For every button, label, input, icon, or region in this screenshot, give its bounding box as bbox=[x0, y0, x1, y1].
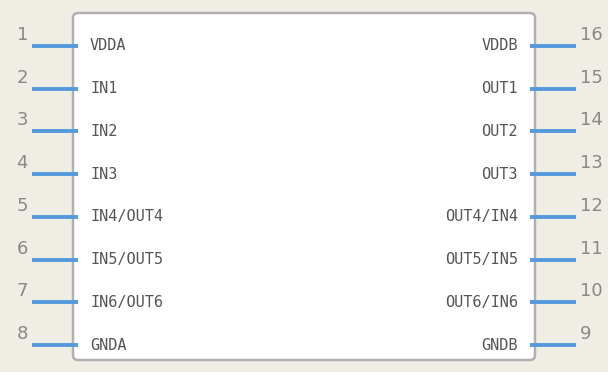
Text: OUT2: OUT2 bbox=[482, 124, 518, 139]
Text: GNDB: GNDB bbox=[482, 337, 518, 353]
Text: GNDA: GNDA bbox=[90, 337, 126, 353]
Text: 13: 13 bbox=[580, 154, 603, 172]
Text: OUT6/IN6: OUT6/IN6 bbox=[445, 295, 518, 310]
Text: 2: 2 bbox=[16, 69, 28, 87]
Text: 12: 12 bbox=[580, 197, 603, 215]
Text: 11: 11 bbox=[580, 240, 603, 257]
Text: IN5/OUT5: IN5/OUT5 bbox=[90, 252, 163, 267]
Text: OUT1: OUT1 bbox=[482, 81, 518, 96]
Text: IN2: IN2 bbox=[90, 124, 117, 139]
FancyBboxPatch shape bbox=[73, 13, 535, 360]
Text: 14: 14 bbox=[580, 112, 603, 129]
Text: OUT4/IN4: OUT4/IN4 bbox=[445, 209, 518, 224]
Text: VDDB: VDDB bbox=[482, 38, 518, 54]
Text: 1: 1 bbox=[16, 26, 28, 44]
Text: OUT3: OUT3 bbox=[482, 167, 518, 182]
Text: 15: 15 bbox=[580, 69, 603, 87]
Text: IN3: IN3 bbox=[90, 167, 117, 182]
Text: IN1: IN1 bbox=[90, 81, 117, 96]
Text: 6: 6 bbox=[16, 240, 28, 257]
Text: VDDA: VDDA bbox=[90, 38, 126, 54]
Text: 9: 9 bbox=[580, 325, 592, 343]
Text: 16: 16 bbox=[580, 26, 603, 44]
Text: IN4/OUT4: IN4/OUT4 bbox=[90, 209, 163, 224]
Text: 7: 7 bbox=[16, 282, 28, 300]
Text: 5: 5 bbox=[16, 197, 28, 215]
Text: 10: 10 bbox=[580, 282, 603, 300]
Text: IN6/OUT6: IN6/OUT6 bbox=[90, 295, 163, 310]
Text: 4: 4 bbox=[16, 154, 28, 172]
Text: OUT5/IN5: OUT5/IN5 bbox=[445, 252, 518, 267]
Text: 3: 3 bbox=[16, 112, 28, 129]
Text: 8: 8 bbox=[16, 325, 28, 343]
